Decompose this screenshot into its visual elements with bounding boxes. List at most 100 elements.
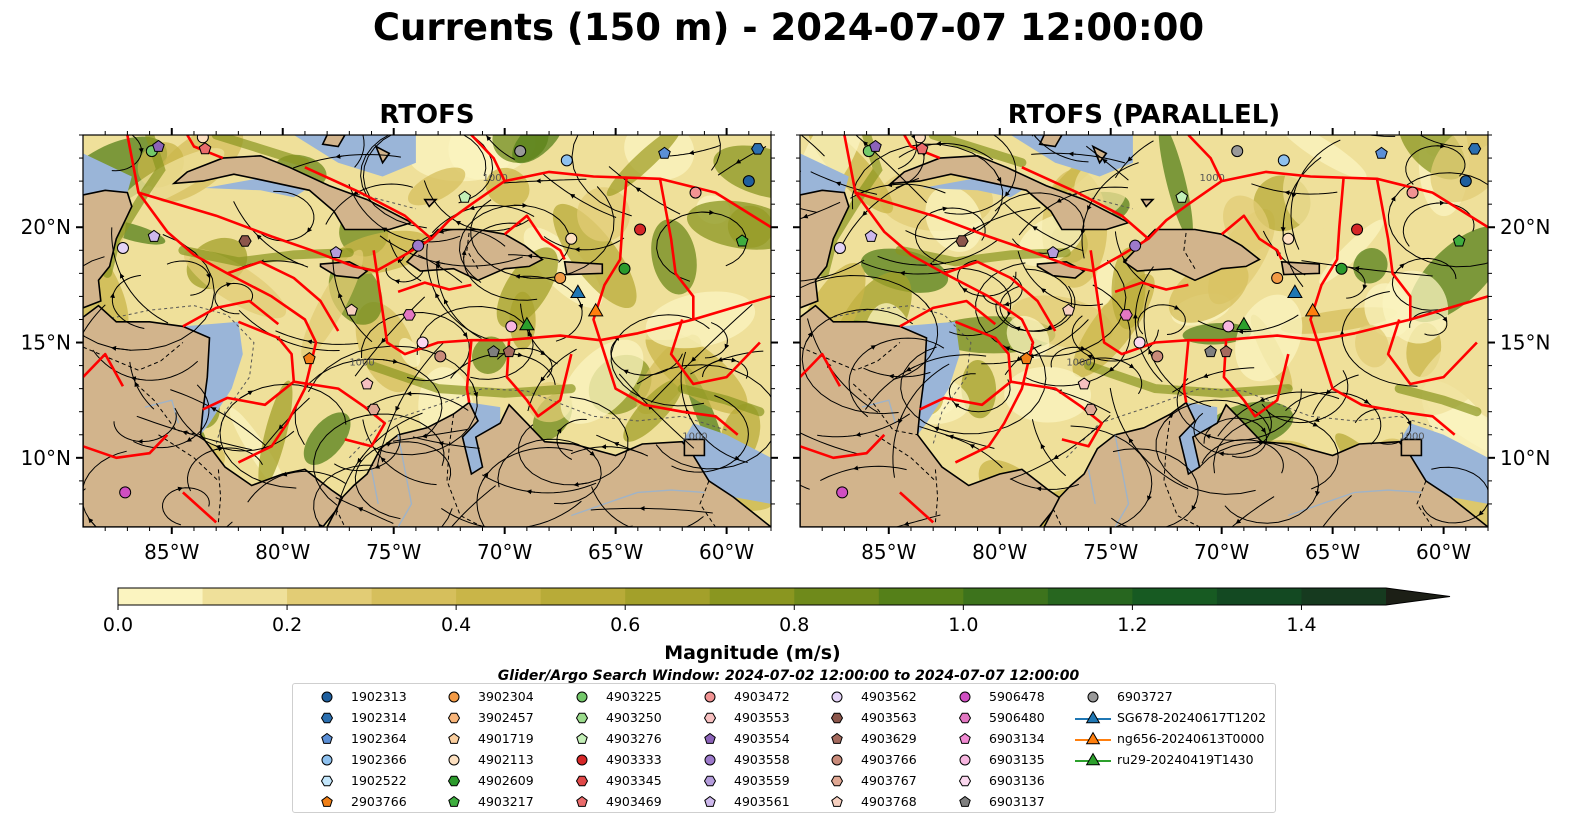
legend-marker: [576, 732, 588, 744]
colorbar-tick-label: 0.6: [610, 614, 640, 636]
argo-float-marker: [1020, 351, 1033, 365]
legend-marker: [321, 691, 333, 703]
current-jet: [1394, 384, 1482, 417]
glider-marker: [587, 302, 604, 317]
legend-marker: [830, 775, 844, 787]
isobath-1000m: [988, 166, 1134, 210]
eez-boundary: [1021, 166, 1150, 240]
country-border: [1183, 231, 1196, 269]
current-magnitude-patch: [1235, 294, 1303, 382]
argo-float-marker: [833, 241, 846, 254]
current-magnitude-patch: [1430, 135, 1488, 203]
legend-label: 4903225: [606, 689, 662, 704]
eez-boundary: [658, 178, 695, 320]
current-magnitude-patch: [407, 135, 536, 182]
glider-marker: [1287, 284, 1303, 298]
argo-float-marker: [565, 232, 578, 245]
argo-float-marker: [836, 486, 849, 499]
colorbar-segment: [625, 588, 711, 605]
legend-marker: [321, 732, 333, 744]
argo-float-marker: [360, 377, 374, 390]
panel-title-rtofs: RTOFS: [379, 100, 475, 130]
legend-marker: [321, 795, 333, 807]
legend-label: 4903469: [606, 794, 662, 809]
colorbar-segment: [1301, 588, 1387, 605]
argo-float-marker: [735, 234, 749, 247]
country-border: [1416, 480, 1433, 527]
legend-label: 2903766: [351, 794, 407, 809]
land-yucatan: [800, 189, 850, 309]
country-border: [335, 508, 346, 527]
legend-marker: [576, 754, 588, 766]
argo-float-marker: [1219, 345, 1233, 358]
legend-marker: [959, 732, 971, 744]
argo-float-marker: [1335, 262, 1348, 275]
eez-boundary: [293, 380, 387, 448]
legend-label: 4903472: [734, 689, 790, 704]
argo-float-marker: [1468, 143, 1482, 155]
legend-marker: [958, 775, 972, 787]
legend-marker: [959, 754, 971, 766]
argo-float-marker: [505, 320, 518, 333]
eez-boundary: [304, 166, 433, 240]
colorbar-segment: [371, 588, 457, 605]
map-panel-rtofs-parallel[interactable]: 1000 1000 1000 85°W 80°W 75°W 70°W 65°W 60°W 20°N…: [709, 56, 1550, 603]
isobath-label: 1000: [1066, 358, 1091, 369]
legend-marker: [830, 712, 844, 724]
legend-marker: [704, 732, 716, 744]
colorbar-extend-arrow: [1386, 588, 1450, 605]
colorbar: 0.0 0.2 0.4 0.6 0.8 1.0 1.2 1.4: [103, 587, 1451, 636]
eez-boundary: [1386, 319, 1478, 386]
argo-float-marker: [658, 146, 671, 159]
argo-float-marker: [618, 262, 631, 275]
eez-boundary: [126, 135, 318, 464]
legend-marker: [448, 754, 460, 766]
shelf-area: [205, 178, 305, 198]
eez-boundary: [800, 352, 842, 387]
legend-marker: [447, 775, 461, 787]
current-magnitude-patch: [258, 380, 293, 489]
legend-label: 3902304: [478, 689, 534, 704]
legend-label: 4903217: [478, 794, 534, 809]
argo-float-marker: [367, 403, 381, 416]
current-magnitude-patch: [713, 145, 771, 200]
map-panel-rtofs[interactable]: 1000 1000 1000 85°W 80°W 75°W 70°W 65°W 60°W 20°N…: [0, 93, 823, 589]
eez-boundary: [465, 340, 473, 403]
legend-label: 4903333: [606, 752, 662, 767]
legend-label: 4903553: [734, 710, 790, 725]
argo-float-marker: [1222, 320, 1235, 333]
current-magnitude-patch: [1426, 396, 1488, 464]
argo-float-marker: [560, 154, 573, 167]
eez-boundary: [1182, 340, 1190, 403]
legend-label: 5906480: [989, 710, 1045, 725]
current-magnitude-patch: [1412, 327, 1488, 416]
figure-title: Currents (150 m) - 2024-07-07 12:00:00: [372, 6, 1205, 49]
current-magnitude-patch: [1158, 135, 1193, 239]
legend-label: 4903559: [734, 773, 790, 788]
legend-label: 1902314: [351, 710, 407, 725]
lon-tick-label: 85°W: [144, 540, 199, 564]
legend-label: 4903629: [861, 731, 917, 746]
colorbar-segment: [709, 588, 795, 605]
current-magnitude-patch: [1004, 366, 1092, 423]
eez-boundary: [1220, 214, 1283, 261]
legend-marker: [575, 775, 589, 787]
argo-float-marker: [869, 139, 882, 152]
lon-tick-label: 65°W: [1305, 540, 1360, 564]
argo-float-marker: [152, 139, 165, 152]
argo-float-marker: [1231, 145, 1244, 158]
lon-tick-label: 75°W: [1083, 540, 1138, 564]
argo-float-marker: [116, 241, 129, 254]
legend-label: SG678-20240617T1202: [1117, 710, 1267, 725]
country-border: [934, 469, 939, 523]
legend-marker: [704, 754, 716, 766]
argo-float-marker: [196, 135, 209, 144]
eez-boundary: [182, 491, 218, 524]
eez-boundary: [182, 299, 280, 328]
argo-float-marker: [634, 223, 647, 236]
legend-marker: [447, 712, 461, 724]
land-puertoRico: [563, 260, 604, 276]
eez-boundary: [186, 135, 224, 160]
colorbar-segment: [1132, 588, 1218, 605]
land-southAmerica: [326, 401, 771, 527]
